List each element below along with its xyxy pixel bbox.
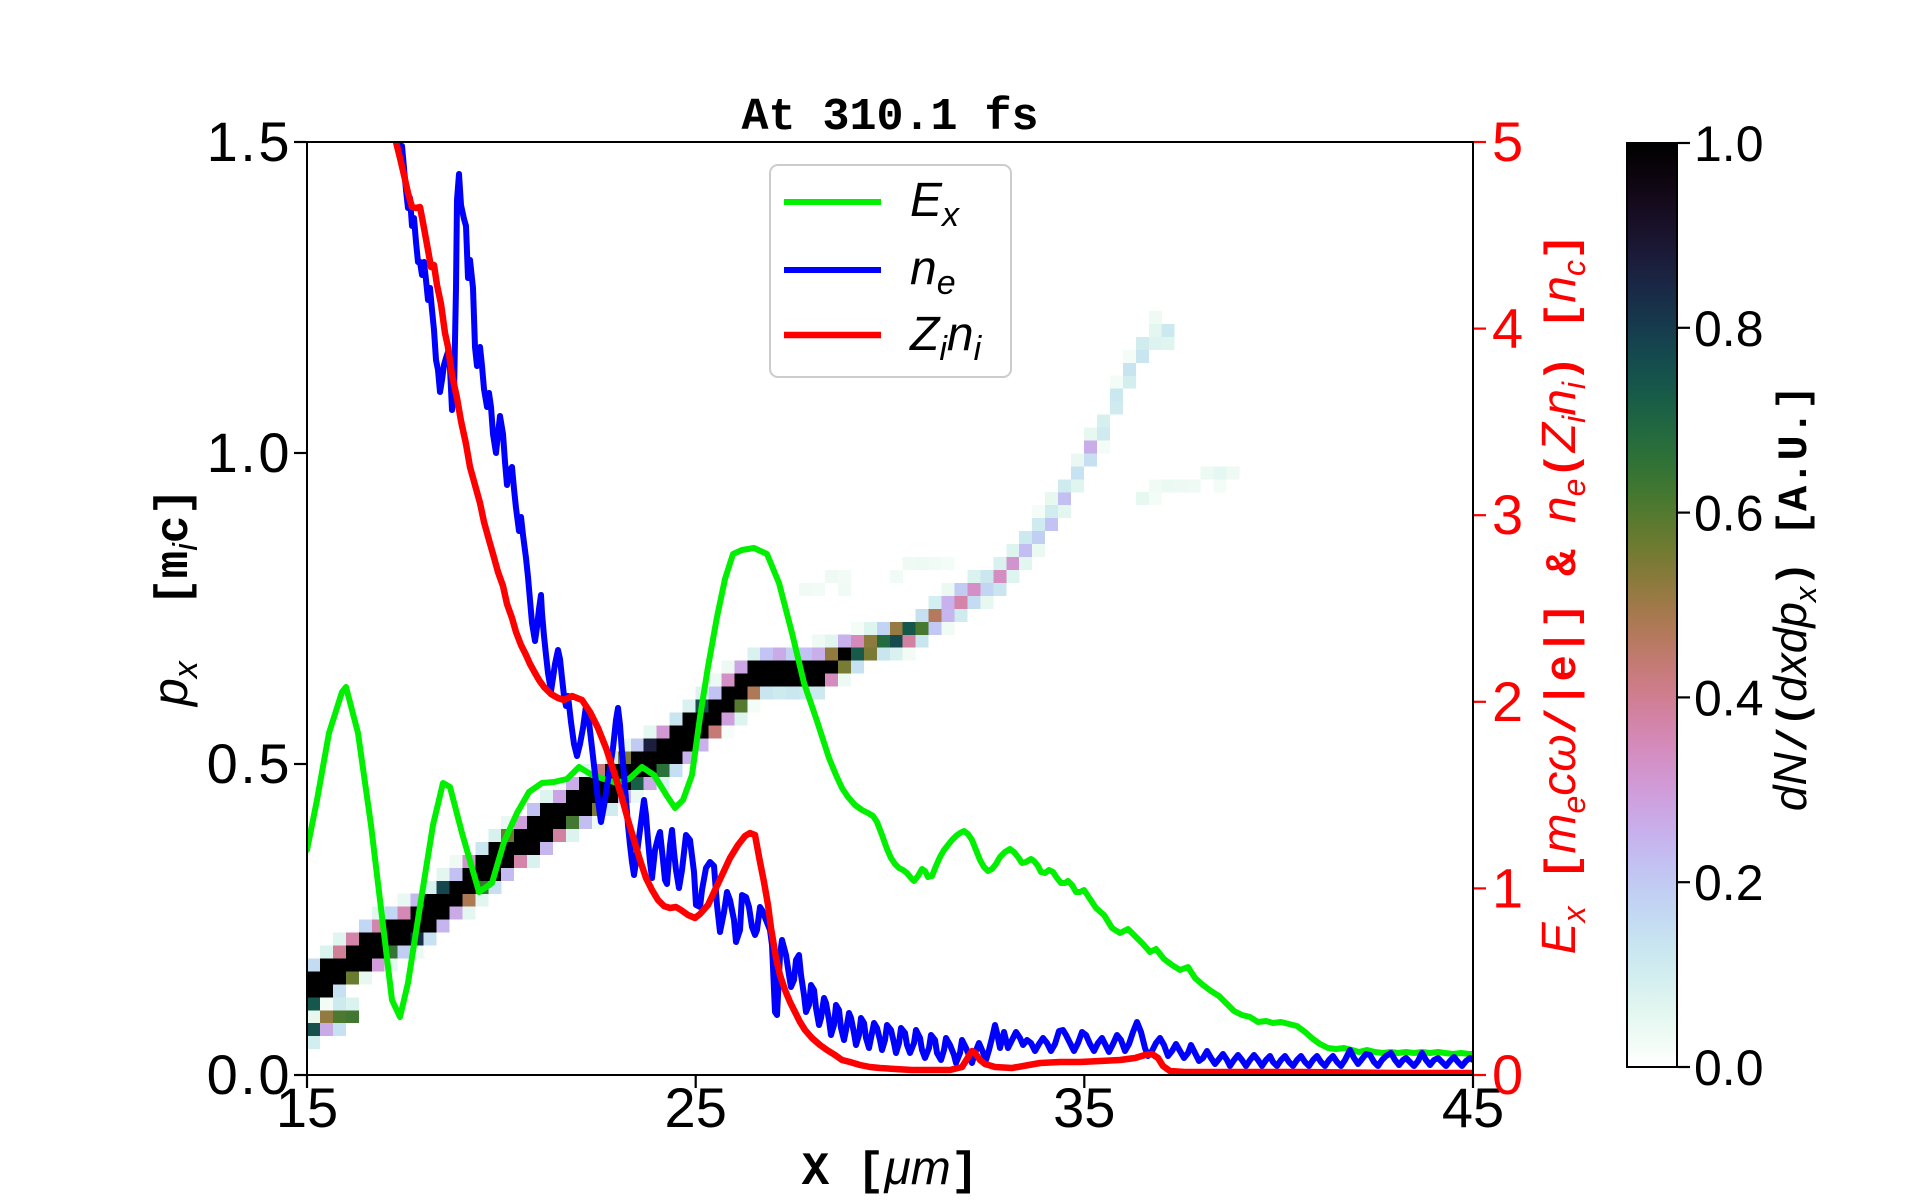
svg-text:At 310.1 fs: At 310.1 fs xyxy=(741,92,1038,143)
svg-text:1.0: 1.0 xyxy=(1694,116,1764,172)
svg-text:35: 35 xyxy=(1053,1076,1115,1139)
svg-text:5: 5 xyxy=(1492,110,1523,173)
svg-text:3: 3 xyxy=(1492,483,1523,546)
svg-text:Ex: Ex xyxy=(910,174,960,234)
svg-text:1.5: 1.5 xyxy=(207,110,292,173)
svg-text:dN/(dxdpx) [A.U.]: dN/(dxdpx) [A.U.] xyxy=(1764,385,1823,811)
svg-text:0.6: 0.6 xyxy=(1694,486,1764,542)
svg-text:px [mic]: px [mic] xyxy=(142,488,205,708)
svg-text:Zini: Zini xyxy=(909,308,983,368)
svg-text:2: 2 xyxy=(1492,670,1523,733)
svg-text:45: 45 xyxy=(1442,1076,1504,1139)
svg-text:0.0: 0.0 xyxy=(207,1043,292,1106)
svg-text:25: 25 xyxy=(665,1076,727,1139)
svg-text:0.8: 0.8 xyxy=(1694,301,1764,357)
svg-text:15: 15 xyxy=(276,1076,338,1139)
svg-text:4: 4 xyxy=(1492,297,1523,360)
svg-text:0: 0 xyxy=(1492,1043,1523,1106)
svg-text:0.0: 0.0 xyxy=(1694,1040,1764,1096)
svg-text:X [μm]: X [μm] xyxy=(802,1142,979,1198)
svg-text:0.2: 0.2 xyxy=(1694,855,1764,911)
svg-text:ne: ne xyxy=(910,242,956,302)
svg-text:Ex [mecω/|e|] & ne(Zini) [nc]: Ex [mecω/|e|] & ne(Zini) [nc] xyxy=(1533,234,1592,955)
svg-text:0.5: 0.5 xyxy=(207,732,292,795)
svg-text:1.0: 1.0 xyxy=(207,421,292,484)
svg-text:0.4: 0.4 xyxy=(1694,670,1764,726)
svg-text:1: 1 xyxy=(1492,856,1523,919)
